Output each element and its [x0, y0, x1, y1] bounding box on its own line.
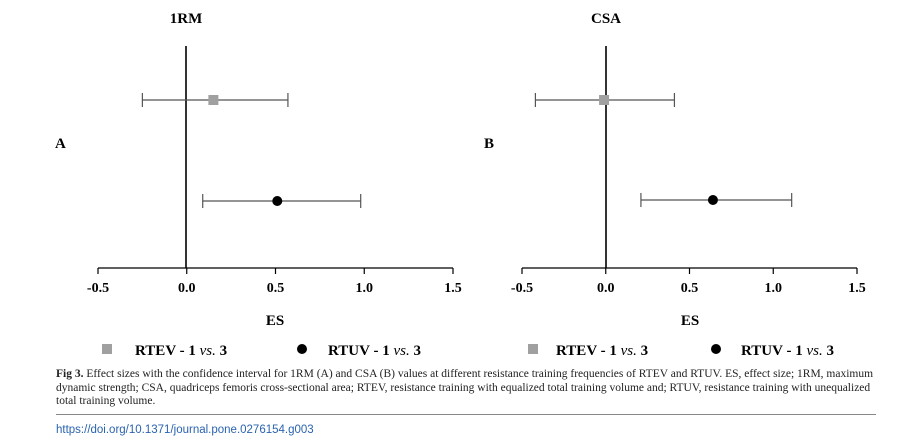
ci-marks [534, 93, 793, 207]
effect-size-point [208, 95, 219, 105]
x-tick-label: 0.0 [178, 281, 196, 296]
ci-marks [141, 93, 362, 208]
x-tick-label: 0.0 [597, 281, 615, 296]
legend-circle-marker [711, 344, 721, 354]
panel-b: CSA B -0.5 0.0 0.5 1.0 1.5 ES [484, 11, 866, 329]
x-tick-label: 1.0 [765, 281, 783, 296]
caption-text: Effect sizes with the confidence interva… [56, 368, 874, 407]
x-axis-label: ES [681, 313, 699, 329]
x-tick-label: 0.5 [267, 281, 285, 296]
x-ticks: -0.5 0.0 0.5 1.0 1.5 [87, 268, 462, 296]
x-tick-label: 1.0 [356, 281, 374, 296]
figure-caption: Fig 3. Effect sizes with the confidence … [56, 368, 876, 409]
doi-link[interactable]: https://doi.org/10.1371/journal.pone.027… [56, 424, 314, 436]
x-axis-label: ES [266, 313, 284, 329]
x-tick-label: 1.5 [848, 281, 866, 296]
panel-a: 1RM A -0.5 0.0 0.5 1.0 1.5 ES [55, 11, 462, 329]
x-tick-label: 1.5 [444, 281, 462, 296]
legend-entry-rtuv: RTUV - 1 vs. 3 [328, 343, 421, 359]
x-tick-label: -0.5 [87, 281, 109, 296]
legend-entry-rtuv: RTUV - 1 vs. 3 [741, 343, 834, 359]
x-ticks: -0.5 0.0 0.5 1.0 1.5 [511, 268, 866, 296]
panel-letter: B [484, 136, 494, 152]
panel-title: 1RM [170, 11, 203, 27]
panel-title: CSA [591, 11, 621, 27]
effect-size-point [272, 196, 283, 206]
caption-label: Fig 3. [56, 368, 84, 380]
legend-square-marker [102, 344, 112, 354]
legend-square-marker [528, 344, 538, 354]
legend-left: RTEV - 1 vs. 3 RTUV - 1 vs. 3 [102, 343, 421, 359]
effect-size-point [599, 95, 610, 105]
x-tick-label: 0.5 [681, 281, 699, 296]
legend-circle-marker [297, 344, 307, 354]
x-tick-label: -0.5 [511, 281, 533, 296]
effect-size-point [707, 195, 718, 205]
caption-divider [56, 414, 876, 415]
panel-letter: A [55, 136, 66, 152]
legend-entry-rtev: RTEV - 1 vs. 3 [556, 343, 648, 359]
legend-right: RTEV - 1 vs. 3 RTUV - 1 vs. 3 [528, 343, 834, 359]
legend-entry-rtev: RTEV - 1 vs. 3 [135, 343, 227, 359]
